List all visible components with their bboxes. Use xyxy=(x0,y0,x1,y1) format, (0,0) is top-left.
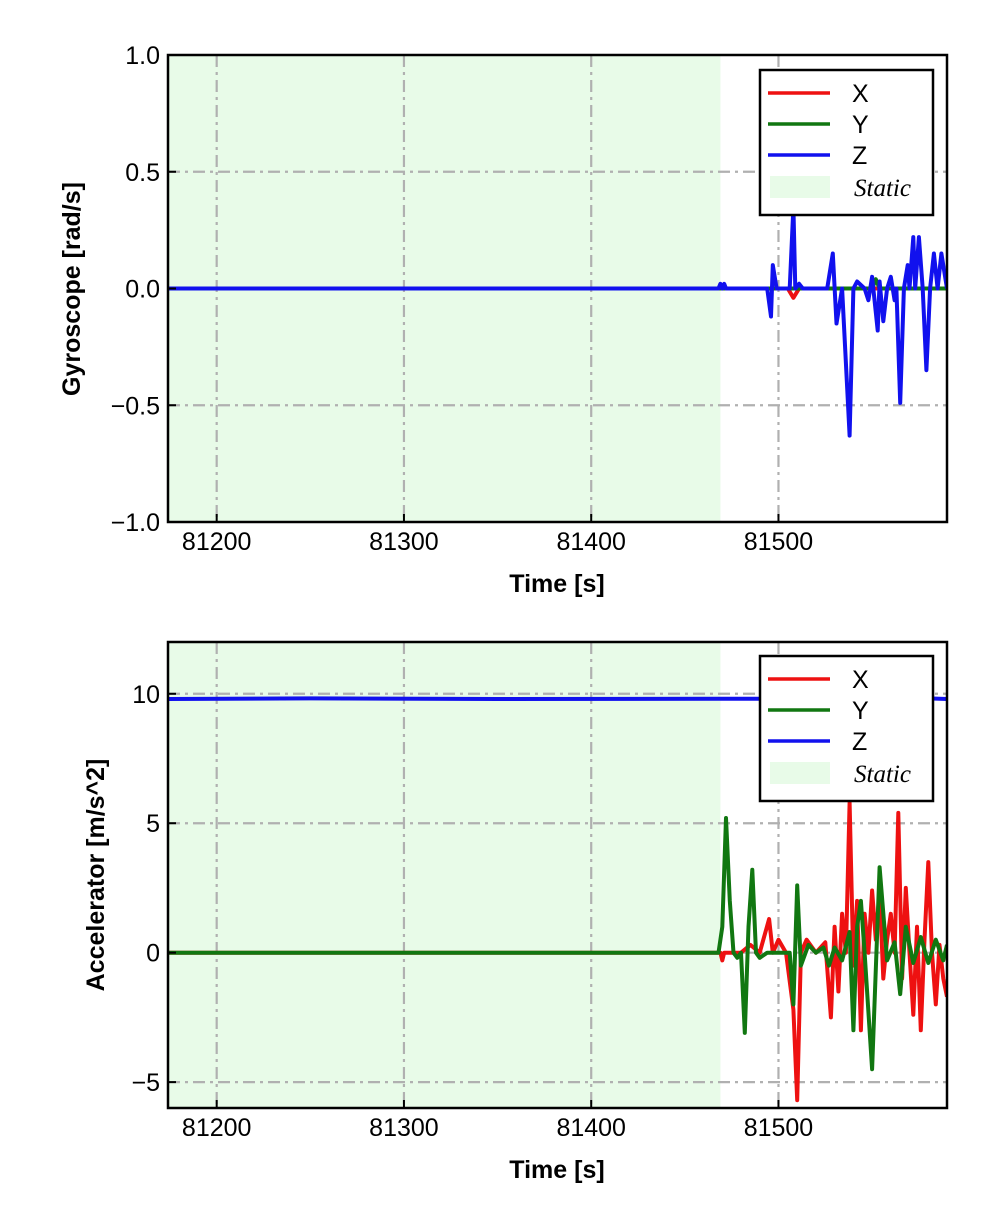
x-tick-label: 81300 xyxy=(369,528,439,556)
y-tick-label: 1.0 xyxy=(125,42,160,70)
x-tick-label: 81200 xyxy=(182,1114,252,1142)
x-axis-label: Time [s] xyxy=(509,1156,604,1184)
y-axis-ticks: −1.0 −0.5 0.0 0.5 1.0 xyxy=(111,42,176,537)
legend-swatch-static xyxy=(770,762,830,784)
series-line-z xyxy=(168,204,947,438)
y-axis-ticks: −5 0 5 10 xyxy=(131,681,176,1097)
y-tick-label: 10 xyxy=(132,681,160,709)
legend: X Y Z Static xyxy=(758,654,935,803)
legend-label-static: Static xyxy=(854,761,911,788)
legend-label-x: X xyxy=(852,80,869,108)
static-region-shading xyxy=(168,642,721,1108)
plot-frame xyxy=(166,53,949,524)
x-axis-label: Time [s] xyxy=(509,570,604,598)
y-tick-label: 5 xyxy=(146,810,160,838)
x-tick-label: 81400 xyxy=(556,528,626,556)
y-tick-label: −1.0 xyxy=(111,509,160,537)
x-tick-label: 81500 xyxy=(744,1114,814,1142)
legend-label-static: Static xyxy=(854,175,911,202)
y-tick-label: 0.5 xyxy=(125,159,160,187)
x-tick-label: 81300 xyxy=(369,1114,439,1142)
y-tick-label: 0.0 xyxy=(125,276,160,304)
y-axis-label: Accelerator [m/s^2] xyxy=(82,759,110,992)
x-tick-label: 81200 xyxy=(182,528,252,556)
legend-label-z: Z xyxy=(852,728,867,756)
series-line-y xyxy=(168,816,947,1072)
plot-frame xyxy=(166,640,949,1110)
static-region xyxy=(168,642,721,1108)
y-tick-label: −5 xyxy=(131,1069,160,1097)
y-axis-label: Gyroscope [rad/s] xyxy=(58,182,86,396)
legend-label-x: X xyxy=(852,666,869,694)
legend-label-z: Z xyxy=(852,142,867,170)
gyroscope-chart: −1.0 −0.5 0.0 0.5 1.0 81200 81300 81400 81500 T… xyxy=(58,42,949,598)
accelerator-chart: −5 0 5 10 81200 81300 81400 81500 Time [s] Acc… xyxy=(82,640,949,1184)
legend-label-y: Y xyxy=(852,111,869,139)
y-tick-label: −0.5 xyxy=(111,392,160,420)
legend: X Y Z Static xyxy=(758,68,935,217)
x-tick-label: 81500 xyxy=(744,528,814,556)
legend-label-y: Y xyxy=(852,697,869,725)
legend-swatch-static xyxy=(770,176,830,198)
x-axis-ticks: 81200 81300 81400 81500 xyxy=(182,1100,813,1142)
y-tick-label: 0 xyxy=(146,940,160,968)
x-tick-label: 81400 xyxy=(556,1114,626,1142)
series-layer xyxy=(168,204,947,438)
x-axis-ticks: 81200 81300 81400 81500 xyxy=(182,514,813,556)
